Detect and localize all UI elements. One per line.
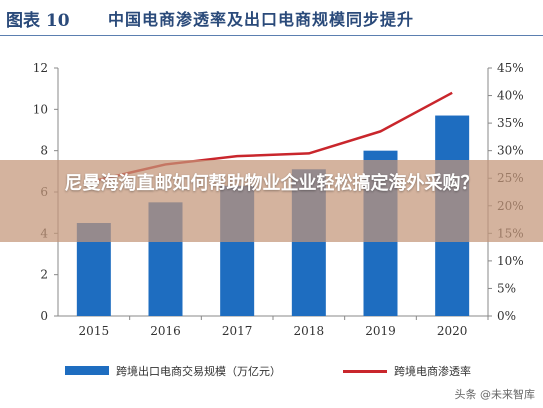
y-right-tick-label: 45% xyxy=(497,61,524,75)
y-right-tick-label: 40% xyxy=(497,89,524,103)
legend-line-swatch xyxy=(343,370,387,373)
x-tick-label: 2018 xyxy=(294,324,325,338)
figure-title: 中国电商渗透率及出口电商规模同步提升 xyxy=(108,10,415,29)
y-left-tick-label: 2 xyxy=(40,268,48,282)
y-right-tick-label: 10% xyxy=(497,254,524,268)
y-left-tick-label: 10 xyxy=(33,102,48,116)
source-watermark: 头条 @未来智库 xyxy=(454,388,536,401)
x-tick-label: 2019 xyxy=(365,324,396,338)
y-left-tick-label: 8 xyxy=(40,144,48,158)
x-tick-label: 2017 xyxy=(222,324,253,338)
y-right-tick-label: 30% xyxy=(497,144,524,158)
x-tick-label: 2020 xyxy=(437,324,468,338)
y-left-tick-label: 0 xyxy=(40,309,48,323)
figure-header: 图表 10 中国电商渗透率及出口电商规模同步提升 xyxy=(0,0,543,36)
y-right-tick-label: 35% xyxy=(497,116,524,130)
chart-legend: 跨境出口电商交易规模（万亿元） 跨境电商渗透率 xyxy=(0,360,543,380)
legend-bar-swatch xyxy=(65,366,109,375)
x-tick-label: 2016 xyxy=(150,324,181,338)
legend-line-label: 跨境电商渗透率 xyxy=(394,365,471,378)
headline-text[interactable]: 尼曼海淘直邮如何帮助物业企业轻松搞定海外采购？ xyxy=(64,173,479,194)
headline-overlay[interactable] xyxy=(0,160,543,242)
y-right-tick-label: 5% xyxy=(497,281,516,295)
figure-label: 图表 10 xyxy=(6,11,70,31)
legend-bar-label: 跨境出口电商交易规模（万亿元） xyxy=(116,365,281,378)
y-right-tick-label: 0% xyxy=(497,309,516,323)
y-left-tick-label: 12 xyxy=(33,61,48,75)
x-tick-label: 2015 xyxy=(79,324,110,338)
header-divider xyxy=(0,35,543,36)
